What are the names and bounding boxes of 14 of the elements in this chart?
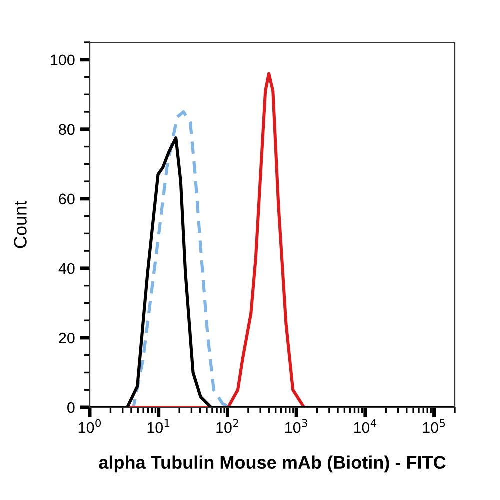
y-tick-label: 20 [59,332,75,344]
x-axis-title: alpha Tubulin Mouse mAb (Biotin) - FITC [99,456,446,473]
y-tick-label: 0 [68,402,75,414]
y-tick-label: 40 [58,263,75,274]
x-tick-label: 10$^{1}$ [148,419,170,434]
y-tick-label: 80 [59,124,75,136]
x-tick-label: 10$^{2}$ [216,419,238,434]
x-tick-label: 10$^{5}$ [423,419,446,434]
x-tick-label: 10$^{4}$ [354,419,377,434]
y-axis-title: Count [14,201,27,248]
y-tick-label: 60 [59,194,75,205]
x-tick-label: 10$^{3}$ [286,419,308,434]
y-tick-label: 100 [51,54,75,66]
x-tick-label: 10$^{0}$ [78,419,102,434]
